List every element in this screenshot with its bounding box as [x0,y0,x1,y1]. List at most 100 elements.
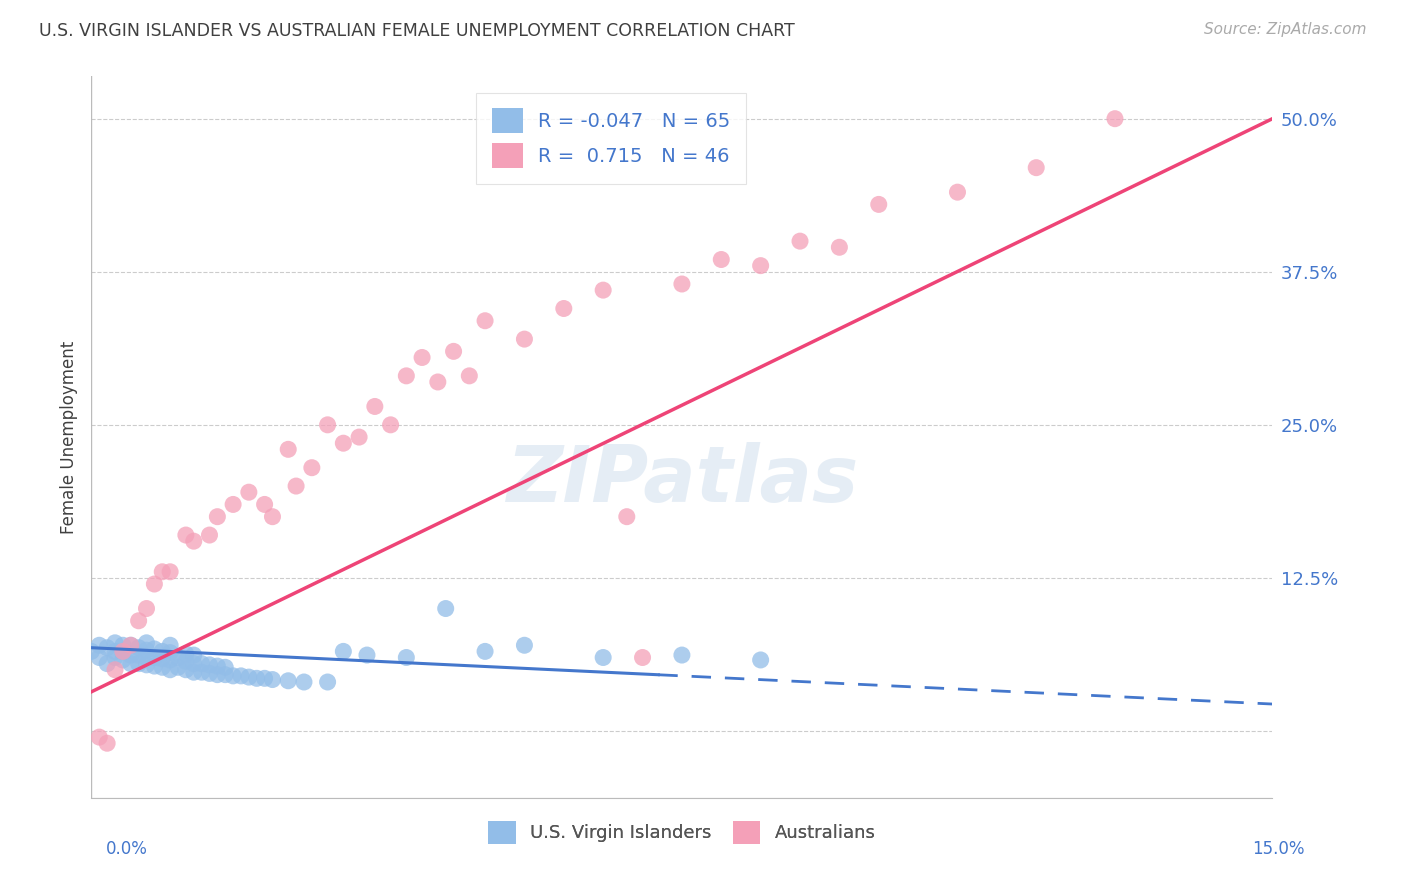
Point [198,666,221,681]
Point [238,670,260,684]
Point [671,277,693,291]
Point [96,657,118,671]
Point [143,659,166,673]
Point [150,651,173,665]
Point [174,654,197,668]
Point [868,197,890,211]
Point [190,665,212,680]
Point [150,660,173,674]
Point [356,648,378,662]
Point [89,730,111,744]
Point [89,638,111,652]
Point [380,417,402,432]
Text: ZIPatlas: ZIPatlas [506,442,858,518]
Point [128,614,150,628]
Point [222,669,245,683]
Point [214,667,236,681]
Point [262,673,284,687]
Point [120,638,142,652]
Point [710,252,733,267]
Point [426,375,449,389]
Point [411,351,433,365]
Y-axis label: Female Unemployment: Female Unemployment [59,341,77,533]
Point [111,638,134,652]
Point [474,644,496,658]
Point [120,648,142,662]
Point [214,660,236,674]
Point [135,643,157,657]
Point [135,657,157,672]
Point [631,650,654,665]
Point [292,675,315,690]
Point [253,498,276,512]
Point [150,565,173,579]
Point [174,663,197,677]
Point [120,638,142,652]
Point [159,663,181,677]
Point [174,647,197,661]
Point [183,534,205,549]
Point [946,185,969,199]
Point [277,673,299,688]
Point [104,663,127,677]
Point [207,509,229,524]
Point [828,240,851,254]
Point [167,660,190,674]
Point [135,636,157,650]
Point [104,650,127,665]
Point [395,650,418,665]
Point [253,671,276,685]
Point [80,644,103,658]
Point [89,650,111,665]
Point [443,344,465,359]
Point [1104,112,1126,126]
Point [207,659,229,673]
Point [458,368,481,383]
Text: Source: ZipAtlas.com: Source: ZipAtlas.com [1204,22,1367,37]
Text: U.S. VIRGIN ISLANDER VS AUSTRALIAN FEMALE UNEMPLOYMENT CORRELATION CHART: U.S. VIRGIN ISLANDER VS AUSTRALIAN FEMAL… [39,22,796,40]
Point [183,665,205,680]
Point [332,644,354,658]
Point [238,485,260,500]
Point [474,314,496,328]
Point [198,657,221,672]
Point [316,675,339,690]
Point [143,642,166,657]
Point [198,528,221,542]
Point [96,736,118,750]
Point [364,400,387,414]
Point [111,644,134,658]
Point [159,638,181,652]
Point [222,498,245,512]
Point [262,509,284,524]
Point [159,646,181,660]
Point [229,669,252,683]
Point [749,653,772,667]
Point [616,509,638,524]
Point [111,653,134,667]
Point [96,640,118,655]
Point [183,657,205,671]
Point [128,657,150,671]
Point [592,283,614,297]
Point [150,644,173,658]
Point [316,417,339,432]
Point [128,648,150,662]
Point [128,640,150,655]
Point [277,442,299,457]
Point [159,653,181,667]
Point [207,667,229,681]
Point [395,368,418,383]
Point [1025,161,1047,175]
Point [553,301,575,316]
Point [135,650,157,665]
Text: 0.0%: 0.0% [105,840,148,858]
Point [592,650,614,665]
Point [246,671,269,685]
Point [111,644,134,658]
Point [347,430,370,444]
Point [332,436,354,450]
Legend: U.S. Virgin Islanders, Australians: U.S. Virgin Islanders, Australians [481,814,883,851]
Point [143,650,166,665]
Point [143,577,166,591]
